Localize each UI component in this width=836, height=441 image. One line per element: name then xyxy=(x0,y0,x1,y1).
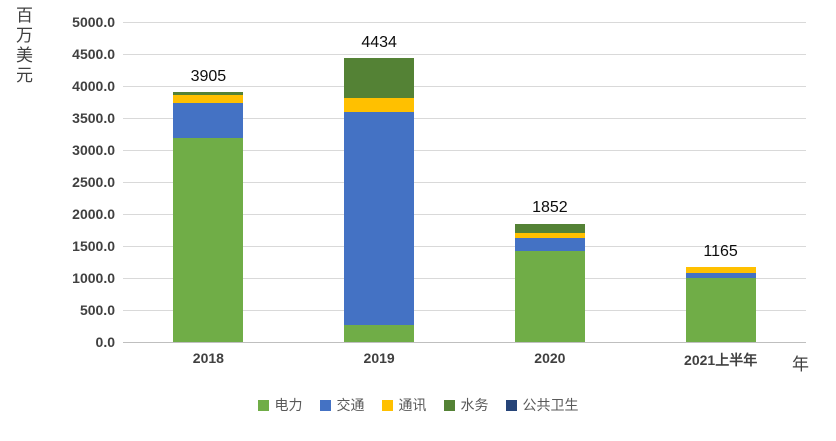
bar-segment-交通 xyxy=(344,112,415,325)
y-axis-tick: 1500.0 xyxy=(72,238,115,254)
gridline xyxy=(123,54,806,55)
y-axis-tick: 5000.0 xyxy=(72,14,115,30)
legend-item-公共卫生: 公共卫生 xyxy=(505,395,579,415)
x-axis-label-2018: 2018 xyxy=(192,350,224,366)
y-axis-tick: 500.0 xyxy=(79,302,115,318)
y-axis-tick: 2500.0 xyxy=(72,174,115,190)
bars-row: 3905 4434 1852 1165 xyxy=(123,22,806,342)
bar-slot-2021上半年: 1165 xyxy=(635,22,806,342)
y-axis-tick: 4000.0 xyxy=(72,78,115,94)
plot-area: 3905 4434 1852 1165 xyxy=(123,22,806,343)
legend-swatch-icon xyxy=(381,399,393,411)
legend: 电力 交通 通讯 水务 公共卫生 xyxy=(0,395,836,415)
bar-segment-电力 xyxy=(685,278,756,342)
bar-segment-通讯 xyxy=(173,95,244,104)
bar-segment-电力 xyxy=(344,324,415,342)
x-axis-labels: 2018 2019 2020 2021上半年 xyxy=(123,350,806,370)
bar-slot-2020: 1852 xyxy=(465,22,636,342)
y-axis-tick: 0.0 xyxy=(95,334,115,350)
y-axis-tick: 1000.0 xyxy=(72,270,115,286)
bar-segment-通讯 xyxy=(514,233,585,239)
bar-total-label: 1852 xyxy=(532,199,568,217)
bar-segment-水务 xyxy=(514,223,585,234)
y-axis-tick: 4500.0 xyxy=(72,46,115,62)
bar-total-label: 1165 xyxy=(703,243,738,261)
bar-segment-水务 xyxy=(173,92,244,96)
legend-item-水务: 水务 xyxy=(443,395,489,415)
gridline xyxy=(123,214,806,215)
bar-slot-2019: 4434 xyxy=(294,22,465,342)
legend-item-通讯: 通讯 xyxy=(381,395,427,415)
gridline xyxy=(123,310,806,311)
y-axis-tick: 2000.0 xyxy=(72,206,115,222)
bar-slot-2018: 3905 xyxy=(123,22,294,342)
legend-label: 电力 xyxy=(274,397,303,413)
bar-segment-交通 xyxy=(514,238,585,251)
bar-2020 xyxy=(514,223,585,342)
legend-label: 通讯 xyxy=(398,397,427,413)
x-axis-label-2019: 2019 xyxy=(363,350,395,366)
bar-segment-交通 xyxy=(173,103,244,138)
bar-2021上半年 xyxy=(685,267,756,342)
legend-swatch-icon xyxy=(319,399,331,411)
gridline xyxy=(123,118,806,119)
bar-2018 xyxy=(173,92,244,342)
bar-segment-电力 xyxy=(173,137,244,342)
bar-total-label: 4434 xyxy=(361,34,397,52)
legend-label: 公共卫生 xyxy=(522,397,579,413)
bar-total-label: 3905 xyxy=(190,68,227,86)
y-axis-title: 百万美元 xyxy=(13,6,32,86)
bar-segment-交通 xyxy=(685,273,756,279)
bar-segment-水务 xyxy=(344,58,415,99)
gridline xyxy=(123,342,806,343)
x-axis-label-2021上半年: 2021上半年 xyxy=(684,352,758,368)
legend-item-电力: 电力 xyxy=(257,395,303,415)
bar-2019 xyxy=(344,58,415,342)
bar-segment-通讯 xyxy=(685,267,756,274)
gridline xyxy=(123,22,806,23)
legend-label: 水务 xyxy=(460,397,489,413)
legend-swatch-icon xyxy=(443,399,455,411)
x-axis-label-2020: 2020 xyxy=(534,350,566,366)
legend-label: 交通 xyxy=(336,397,365,413)
x-axis-title: 年 xyxy=(792,355,809,374)
y-axis-tick: 3500.0 xyxy=(72,110,115,126)
legend-swatch-icon xyxy=(505,399,517,411)
gridline xyxy=(123,150,806,151)
gridline xyxy=(123,278,806,279)
bar-segment-电力 xyxy=(514,251,585,342)
legend-swatch-icon xyxy=(257,399,269,411)
bar-segment-通讯 xyxy=(344,98,415,113)
gridline xyxy=(123,86,806,87)
y-axis-tick: 3000.0 xyxy=(72,142,115,158)
legend-item-交通: 交通 xyxy=(319,395,365,415)
gridline xyxy=(123,246,806,247)
gridline xyxy=(123,182,806,183)
